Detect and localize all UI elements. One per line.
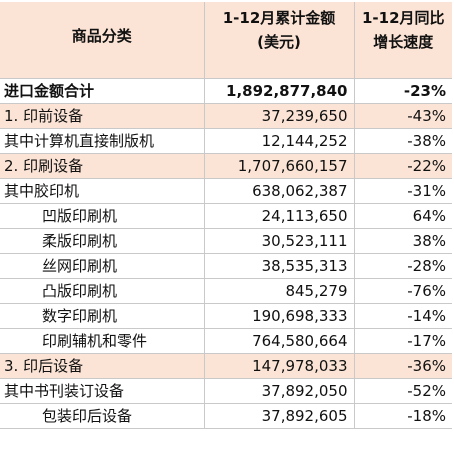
growth-cell: -14% <box>354 303 452 329</box>
table-body: 进口金额合计 1,892,877,840 -23% 1. 印前设备 37,239,650… <box>0 78 452 429</box>
table-row: 其中计算机直接制版机 12,144,252 -38% <box>0 128 452 154</box>
category-cell: 其中书刊装订设备 <box>0 378 204 404</box>
category-cell: 其中计算机直接制版机 <box>0 128 204 154</box>
category-cell: 柔版印刷机 <box>0 228 204 254</box>
category-cell: 凸版印刷机 <box>0 278 204 304</box>
category-cell: 其中胶印机 <box>0 178 204 204</box>
category-cell: 凹版印刷机 <box>0 203 204 229</box>
header-cell: 商品分类 <box>0 2 204 79</box>
table-row: 丝网印刷机 38,535,313 -28% <box>0 253 452 279</box>
amount-cell: 147,978,033 <box>203 353 355 379</box>
growth-cell: -28% <box>354 253 452 279</box>
category-cell: 印刷辅机和零件 <box>0 328 204 354</box>
table-row: 柔版印刷机 30,523,111 38% <box>0 228 452 254</box>
amount-cell: 764,580,664 <box>203 328 355 354</box>
category-cell: 3. 印后设备 <box>0 353 204 379</box>
amount-cell: 845,279 <box>203 278 355 304</box>
category-cell: 包装印后设备 <box>0 403 204 429</box>
amount-cell: 638,062,387 <box>203 178 355 204</box>
table-row: 凸版印刷机 845,279 -76% <box>0 278 452 304</box>
amount-cell: 37,892,605 <box>203 403 355 429</box>
data-table: 商品分类 1-12月累计金额 (美元) 1-12月同比 增长速度 进口金额合计 1… <box>0 2 452 429</box>
growth-cell: -52% <box>354 378 452 404</box>
growth-cell: -18% <box>354 403 452 429</box>
header-text: 1-12月累计金额 (美元) <box>222 9 336 51</box>
growth-cell: -36% <box>354 353 452 379</box>
header-text: 1-12月同比 增长速度 <box>361 9 445 51</box>
growth-cell: -23% <box>354 78 452 104</box>
category-cell: 数字印刷机 <box>0 303 204 329</box>
table-row: 其中书刊装订设备 37,892,050 -52% <box>0 378 452 404</box>
table-row: 1. 印前设备 37,239,650 -43% <box>0 103 452 129</box>
header-cell: 1-12月累计金额 (美元) <box>203 2 355 79</box>
table-row: 其中胶印机 638,062,387 -31% <box>0 178 452 204</box>
amount-cell: 24,113,650 <box>203 203 355 229</box>
table-row: 包装印后设备 37,892,605 -18% <box>0 403 452 429</box>
amount-cell: 1,707,660,157 <box>203 153 355 179</box>
amount-cell: 1,892,877,840 <box>203 78 355 104</box>
header-text: 商品分类 <box>71 27 132 45</box>
growth-cell: 64% <box>354 203 452 229</box>
growth-cell: -43% <box>354 103 452 129</box>
header-row: 商品分类 1-12月累计金额 (美元) 1-12月同比 增长速度 <box>0 2 452 79</box>
category-cell: 进口金额合计 <box>0 78 204 104</box>
table-row: 进口金额合计 1,892,877,840 -23% <box>0 78 452 104</box>
table-row: 2. 印刷设备 1,707,660,157 -22% <box>0 153 452 179</box>
category-cell: 丝网印刷机 <box>0 253 204 279</box>
amount-cell: 37,892,050 <box>203 378 355 404</box>
growth-cell: 38% <box>354 228 452 254</box>
table-row: 3. 印后设备 147,978,033 -36% <box>0 353 452 379</box>
amount-cell: 190,698,333 <box>203 303 355 329</box>
growth-cell: -76% <box>354 278 452 304</box>
growth-cell: -38% <box>354 128 452 154</box>
amount-cell: 12,144,252 <box>203 128 355 154</box>
growth-cell: -17% <box>354 328 452 354</box>
amount-cell: 38,535,313 <box>203 253 355 279</box>
table-row: 凹版印刷机 24,113,650 64% <box>0 203 452 229</box>
growth-cell: -31% <box>354 178 452 204</box>
table-row: 印刷辅机和零件 764,580,664 -17% <box>0 328 452 354</box>
category-cell: 1. 印前设备 <box>0 103 204 129</box>
category-cell: 2. 印刷设备 <box>0 153 204 179</box>
header-cell: 1-12月同比 增长速度 <box>354 2 452 79</box>
amount-cell: 37,239,650 <box>203 103 355 129</box>
amount-cell: 30,523,111 <box>203 228 355 254</box>
table-row: 数字印刷机 190,698,333 -14% <box>0 303 452 329</box>
growth-cell: -22% <box>354 153 452 179</box>
